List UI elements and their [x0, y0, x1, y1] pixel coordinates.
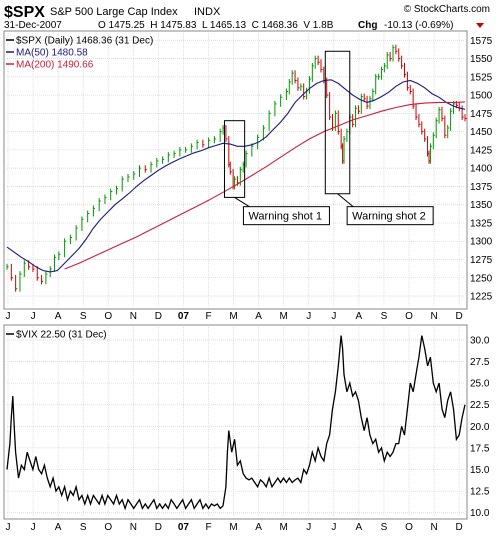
- symbol-title: $SPX: [4, 4, 45, 21]
- price-x-tick-label: N: [130, 311, 137, 322]
- price-x-tick-label: S: [80, 311, 87, 322]
- vix-x-axis: J J A S O N D 07 F M A M J J A S O N D: [6, 522, 463, 533]
- vix-x-tick-label: S: [381, 522, 388, 533]
- vix-x-tick-label: 07: [178, 522, 190, 533]
- vix-y-tick-label: 12.5: [470, 487, 490, 498]
- vix-y-tick-label: 22.5: [470, 400, 490, 411]
- legend-label: MA(50) 1480.58: [16, 48, 88, 59]
- vix-x-tick-label: F: [205, 522, 211, 533]
- price-x-tick-label: A: [356, 311, 363, 322]
- price-y-axis: 1225 1250 1275 1300 1325 1350 1375 1400 1425 1450…: [470, 36, 493, 303]
- vix-legend: $VIX 22.50 (31 Dec): [6, 330, 107, 341]
- price-x-tick-label: D: [456, 311, 463, 322]
- price-gridlines: [7, 33, 465, 307]
- warning-label-1: Warning shot 1: [248, 211, 322, 223]
- price-x-tick-label: J: [31, 311, 36, 322]
- vix-y-axis: 10.0 12.5 15.0 17.5 20.0 22.5 25.0 27.5 30.0: [470, 335, 490, 519]
- vix-x-tick-label: J: [31, 522, 36, 533]
- down-arrow-icon: [476, 23, 484, 28]
- warning-label-box-2: [346, 206, 434, 226]
- date-label: 31-Dec-2007: [4, 20, 62, 31]
- vix-y-tick-label: 30.0: [470, 335, 490, 346]
- ohlc-readout: O 1475.25 H 1475.83 L 1465.13 C 1468.36 …: [98, 20, 334, 31]
- warning-label-box-1: [242, 206, 330, 226]
- warning-label-2: Warning shot 2: [352, 211, 426, 223]
- price-x-tick-label: A: [55, 311, 62, 322]
- price-x-tick-label: D: [155, 311, 162, 322]
- vix-x-tick-label: S: [80, 522, 87, 533]
- vix-x-tick-label: A: [356, 522, 363, 533]
- price-legend: $SPX (Daily) 1468.36 (31 Dec)MA(50) 1480…: [6, 36, 153, 71]
- legend-label: $VIX 22.50 (31 Dec): [16, 330, 107, 341]
- price-x-tick-label: O: [104, 311, 112, 322]
- price-y-tick-label: 1325: [470, 218, 493, 229]
- vix-y-tick-label: 10.0: [470, 508, 490, 519]
- price-y-tick-label: 1450: [470, 127, 493, 138]
- index-name: S&P 500 Large Cap Index: [50, 6, 178, 18]
- vix-y-tick-label: 17.5: [470, 443, 490, 454]
- warning-box-2: [324, 50, 351, 195]
- vix-x-tick-label: O: [405, 522, 413, 533]
- price-x-tick-label: O: [405, 311, 413, 322]
- price-x-tick-label: 07: [178, 311, 190, 322]
- legend-label: MA(200) 1490.66: [16, 60, 94, 71]
- vix-x-tick-label: N: [430, 522, 437, 533]
- price-x-tick-label: N: [430, 311, 437, 322]
- change-label: Chg: [358, 20, 377, 31]
- vix-x-tick-label: M: [280, 522, 288, 533]
- vix-y-tick-label: 25.0: [470, 379, 490, 390]
- vix-x-tick-label: J: [306, 522, 311, 533]
- price-y-tick-label: 1400: [470, 164, 493, 175]
- vix-x-tick-label: D: [456, 522, 463, 533]
- price-x-tick-label: M: [229, 311, 237, 322]
- warning-pointer-2: [337, 193, 354, 208]
- vix-x-tick-label: A: [55, 522, 62, 533]
- legend-label: $SPX (Daily) 1468.36 (31 Dec): [16, 36, 153, 47]
- warning-box-1: [223, 120, 246, 198]
- vix-x-tick-label: A: [255, 522, 262, 533]
- price-series: [6, 44, 467, 292]
- price-x-tick-label: M: [280, 311, 288, 322]
- exchange-label: INDX: [194, 6, 221, 18]
- ma200-line: [64, 101, 466, 270]
- price-y-tick-label: 1300: [470, 237, 493, 248]
- price-y-tick-label: 1475: [470, 109, 493, 120]
- vix-line: [6, 335, 466, 511]
- vix-series: [6, 335, 466, 511]
- price-y-tick-label: 1375: [470, 182, 493, 193]
- watermark: © StockCharts.com: [404, 4, 490, 15]
- price-x-tick-label: A: [255, 311, 262, 322]
- annotations: Warning shot 1 Warning shot 2: [223, 50, 434, 226]
- price-x-tick-label: J: [306, 311, 311, 322]
- vix-x-tick-label: N: [130, 522, 137, 533]
- change-value: -10.13 (-0.69%): [384, 20, 453, 31]
- vix-x-tick-label: J: [331, 522, 336, 533]
- price-y-tick-label: 1275: [470, 255, 493, 266]
- warning-pointer-1: [234, 196, 250, 208]
- vix-x-tick-label: M: [229, 522, 237, 533]
- ma50-line: [6, 79, 466, 273]
- vix-x-tick-label: D: [155, 522, 162, 533]
- vix-x-tick-label: J: [6, 522, 11, 533]
- price-x-tick-label: J: [6, 311, 11, 322]
- price-y-tick-label: 1525: [470, 72, 493, 83]
- vix-x-tick-label: O: [104, 522, 112, 533]
- price-x-tick-label: J: [331, 311, 336, 322]
- price-y-tick-label: 1250: [470, 273, 493, 284]
- price-x-tick-label: F: [205, 311, 211, 322]
- price-y-tick-label: 1225: [470, 292, 493, 303]
- vix-panel: [3, 324, 468, 520]
- price-y-tick-label: 1500: [470, 91, 493, 102]
- price-x-tick-label: S: [381, 311, 388, 322]
- price-y-tick-label: 1575: [470, 36, 493, 47]
- price-y-tick-label: 1350: [470, 200, 493, 211]
- price-y-tick-label: 1425: [470, 145, 493, 156]
- price-y-tick-label: 1550: [470, 54, 493, 65]
- vix-y-tick-label: 20.0: [470, 422, 490, 433]
- price-panel: [3, 30, 468, 310]
- vix-y-tick-label: 15.0: [470, 465, 490, 476]
- price-x-axis: J J A S O N D 07 F M A M J J A S O N D: [6, 311, 463, 322]
- vix-y-tick-label: 27.5: [470, 357, 490, 368]
